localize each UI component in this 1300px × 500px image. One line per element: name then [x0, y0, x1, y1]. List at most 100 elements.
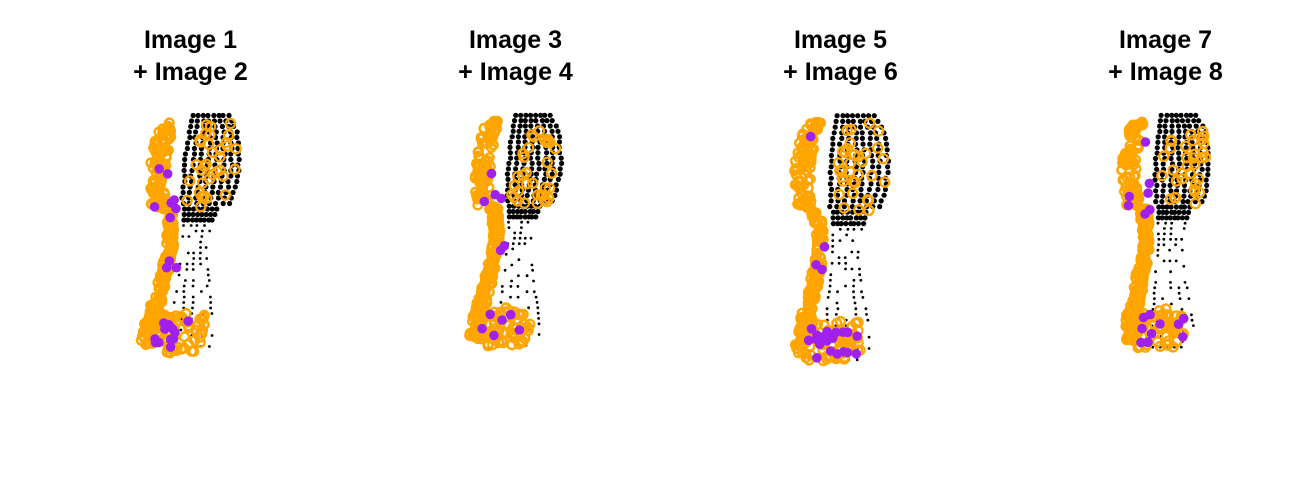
grid-point [861, 296, 865, 299]
grid-point [874, 135, 880, 141]
grid-point [855, 221, 861, 227]
grid-point [1153, 286, 1157, 290]
grid-point [505, 176, 511, 182]
grid-point [884, 147, 890, 153]
matched-point-outline [517, 308, 529, 321]
grid-point [829, 186, 835, 193]
grid-point [518, 112, 524, 118]
grid-point [1167, 182, 1173, 188]
grid-point [834, 192, 841, 198]
grid-point [1169, 237, 1172, 241]
matched-point-outline [217, 170, 229, 182]
grid-point [1157, 123, 1163, 129]
grid-point [852, 278, 856, 282]
grid-point [544, 150, 550, 156]
matched-point-outline [221, 140, 233, 152]
grid-point [192, 279, 195, 282]
grid-point [828, 164, 834, 170]
grid-point [1157, 232, 1160, 236]
matched-point-fill [1124, 191, 1135, 202]
grid-point [865, 313, 868, 316]
grid-point [537, 317, 540, 320]
grid-point [828, 175, 834, 181]
panel-title-1-line2: + Image 2 [133, 58, 248, 86]
matched-point-outline [848, 148, 861, 161]
chart-panel-4: Image 7 + Image 8 [1003, 0, 1300, 500]
matched-point-outline [800, 348, 812, 360]
matched-point-outline [845, 336, 857, 348]
grid-point [525, 290, 529, 294]
panel-title-1: Image 1 + Image 2 [28, 24, 353, 88]
grid-point [559, 160, 565, 166]
grid-point [875, 186, 881, 193]
grid-point [1159, 199, 1165, 205]
grid-point [533, 112, 539, 118]
matched-point-outline [189, 334, 201, 347]
grid-point [1170, 221, 1174, 225]
grid-point [517, 214, 524, 220]
matched-point-outline [1117, 153, 1129, 165]
grid-point [885, 169, 891, 176]
grid-point [1162, 243, 1166, 247]
matched-point-fill [831, 327, 841, 338]
grid-point [181, 217, 187, 223]
grid-point [1169, 166, 1175, 172]
grid-point [861, 221, 867, 227]
grid-point [510, 263, 514, 267]
grid-point [514, 155, 520, 161]
grid-point [188, 118, 195, 124]
grid-point [527, 306, 530, 310]
matched-point-fill [823, 328, 833, 339]
grid-point [191, 284, 195, 288]
grid-point [831, 250, 834, 254]
grid-point [553, 123, 559, 129]
grid-point [875, 118, 881, 124]
grid-point [195, 112, 201, 119]
matched-point-outline [792, 175, 804, 187]
grid-point [205, 284, 209, 288]
grid-point [184, 279, 187, 282]
grid-point [186, 129, 192, 135]
matched-point-fill [1155, 319, 1165, 329]
matched-point-outline [844, 137, 856, 149]
matched-point-outline [1170, 175, 1183, 187]
grid-point [867, 130, 874, 136]
grid-point [535, 155, 541, 161]
grid-point [518, 208, 524, 215]
matched-point-outline [1189, 197, 1202, 210]
grid-point [507, 226, 511, 230]
matched-point-outline [1167, 341, 1179, 353]
grid-point [1160, 161, 1166, 167]
grid-point [522, 214, 528, 220]
grid-point [516, 285, 520, 288]
matched-point-outline [1176, 173, 1188, 185]
grid-point [858, 192, 864, 198]
matched-point-fill [160, 324, 170, 334]
grid-point [864, 307, 868, 311]
grid-point [844, 261, 848, 265]
grid-point [837, 141, 843, 147]
grid-point [1174, 259, 1178, 263]
grid-point [515, 134, 521, 140]
grid-point [217, 184, 224, 190]
grid-point [1153, 199, 1159, 205]
grid-point [1179, 215, 1185, 221]
grid-point [182, 156, 188, 163]
grid-point [509, 295, 512, 299]
grid-point [553, 182, 559, 188]
grid-point [1169, 118, 1175, 124]
grid-point [850, 198, 856, 204]
grid-point [529, 160, 535, 166]
grid-point [828, 152, 834, 159]
matched-point-outline [1117, 174, 1129, 186]
grid-point [1164, 204, 1170, 210]
grid-point [844, 284, 847, 288]
grid-point [199, 240, 203, 244]
grid-point [506, 208, 512, 215]
grid-point [835, 221, 841, 227]
grid-point [1173, 204, 1179, 210]
grid-point [186, 211, 192, 218]
grid-point [882, 186, 888, 193]
grid-point [538, 112, 544, 118]
matched-point-outline [150, 147, 162, 159]
